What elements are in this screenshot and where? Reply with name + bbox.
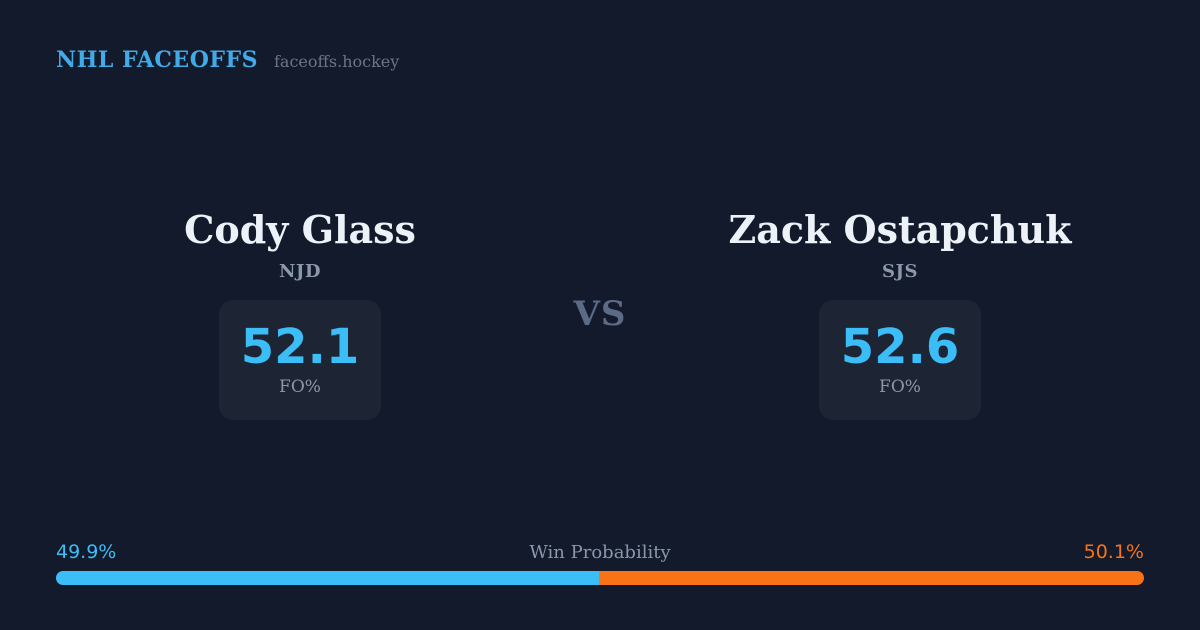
win-bar-left	[56, 571, 599, 585]
stat-value: 52.1	[240, 319, 360, 376]
stat-label: FO%	[879, 376, 921, 397]
site-url: faceoffs.hockey	[274, 52, 400, 71]
vs-label: VS	[573, 294, 627, 334]
stat-label: FO%	[279, 376, 321, 397]
win-probability-bar	[56, 571, 1144, 585]
player-team: NJD	[278, 260, 322, 282]
header: NHL FACEOFFS faceoffs.hockey	[56, 47, 399, 73]
win-probability-right-pct: 50.1%	[1083, 541, 1144, 563]
stat-card: 52.1 FO%	[219, 299, 381, 420]
player-panel-right: Zack Ostapchuk SJS 52.6 FO%	[690, 208, 1110, 420]
player-name: Zack Ostapchuk	[728, 207, 1072, 252]
player-team: SJS	[881, 260, 918, 282]
player-panel-left: Cody Glass NJD 52.1 FO%	[90, 208, 510, 420]
stat-value: 52.6	[840, 319, 960, 376]
brand-logo-text: NHL FACEOFFS	[56, 47, 258, 73]
win-probability-left-pct: 49.9%	[56, 541, 117, 563]
player-name: Cody Glass	[184, 207, 416, 252]
win-probability-labels: 49.9% Win Probability 50.1%	[56, 541, 1144, 563]
stat-card: 52.6 FO%	[819, 299, 981, 420]
win-bar-right	[598, 571, 1144, 585]
win-probability-title: Win Probability	[529, 542, 671, 563]
win-probability-section: 49.9% Win Probability 50.1%	[56, 541, 1144, 585]
